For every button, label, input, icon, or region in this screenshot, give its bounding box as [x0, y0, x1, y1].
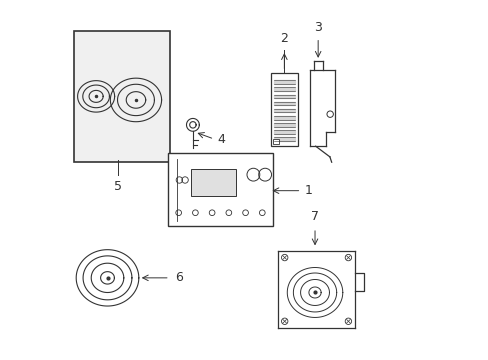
Bar	[272, 139, 279, 144]
Text: 1: 1	[305, 184, 312, 197]
Text: 2: 2	[280, 32, 288, 45]
Text: 4: 4	[217, 132, 225, 145]
Bar	[191, 169, 235, 196]
Bar	[74, 31, 169, 162]
Text: 5: 5	[114, 180, 122, 193]
Text: 7: 7	[310, 210, 318, 224]
Text: 6: 6	[175, 271, 183, 284]
Text: 3: 3	[314, 21, 322, 34]
Bar	[168, 153, 272, 226]
Bar	[271, 73, 297, 146]
